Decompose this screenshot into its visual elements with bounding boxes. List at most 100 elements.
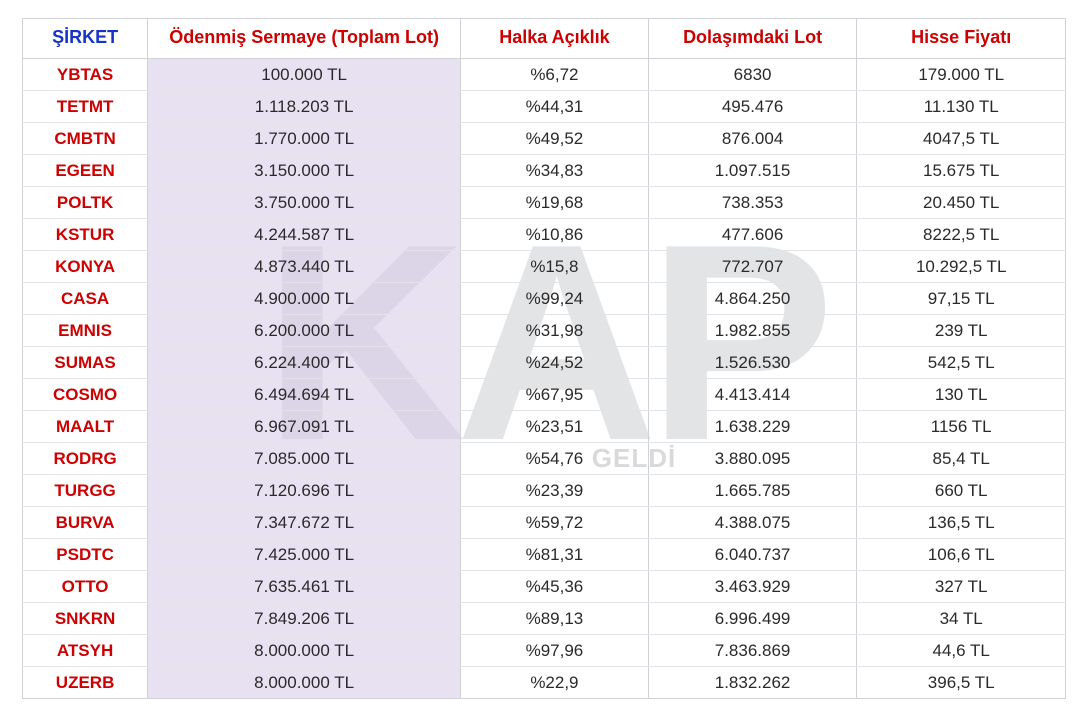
header-row: ŞİRKET Ödenmiş Sermaye (Toplam Lot) Halk… — [23, 19, 1066, 59]
cell-sermaye: 6.967.091 TL — [148, 411, 461, 443]
table-row: POLTK3.750.000 TL%19,68738.35320.450 TL — [23, 187, 1066, 219]
table-row: CASA4.900.000 TL%99,244.864.25097,15 TL — [23, 283, 1066, 315]
cell-sermaye: 7.635.461 TL — [148, 571, 461, 603]
cell-dolasim: 1.665.785 — [648, 475, 857, 507]
cell-aciklik: %44,31 — [461, 91, 649, 123]
cell-fiyat: 44,6 TL — [857, 635, 1066, 667]
cell-fiyat: 4047,5 TL — [857, 123, 1066, 155]
cell-fiyat: 97,15 TL — [857, 283, 1066, 315]
cell-sermaye: 8.000.000 TL — [148, 667, 461, 699]
cell-aciklik: %49,52 — [461, 123, 649, 155]
cell-sermaye: 7.425.000 TL — [148, 539, 461, 571]
cell-fiyat: 660 TL — [857, 475, 1066, 507]
cell-sermaye: 3.150.000 TL — [148, 155, 461, 187]
cell-dolasim: 1.526.530 — [648, 347, 857, 379]
cell-sermaye: 1.770.000 TL — [148, 123, 461, 155]
cell-ticker: ATSYH — [23, 635, 148, 667]
table-row: TETMT1.118.203 TL%44,31495.47611.130 TL — [23, 91, 1066, 123]
cell-fiyat: 10.292,5 TL — [857, 251, 1066, 283]
table-header: ŞİRKET Ödenmiş Sermaye (Toplam Lot) Halk… — [23, 19, 1066, 59]
cell-sermaye: 4.900.000 TL — [148, 283, 461, 315]
cell-sermaye: 4.244.587 TL — [148, 219, 461, 251]
cell-ticker: RODRG — [23, 443, 148, 475]
cell-sermaye: 6.200.000 TL — [148, 315, 461, 347]
cell-fiyat: 85,4 TL — [857, 443, 1066, 475]
cell-dolasim: 6.040.737 — [648, 539, 857, 571]
table-row: KSTUR4.244.587 TL%10,86477.6068222,5 TL — [23, 219, 1066, 251]
header-sermaye: Ödenmiş Sermaye (Toplam Lot) — [148, 19, 461, 59]
header-dolasim: Dolaşımdaki Lot — [648, 19, 857, 59]
cell-dolasim: 3.880.095 — [648, 443, 857, 475]
cell-aciklik: %19,68 — [461, 187, 649, 219]
table-row: KONYA4.873.440 TL%15,8772.70710.292,5 TL — [23, 251, 1066, 283]
cell-ticker: CASA — [23, 283, 148, 315]
cell-fiyat: 542,5 TL — [857, 347, 1066, 379]
cell-ticker: TETMT — [23, 91, 148, 123]
cell-fiyat: 327 TL — [857, 571, 1066, 603]
cell-ticker: OTTO — [23, 571, 148, 603]
cell-aciklik: %45,36 — [461, 571, 649, 603]
cell-aciklik: %81,31 — [461, 539, 649, 571]
cell-fiyat: 11.130 TL — [857, 91, 1066, 123]
cell-ticker: EGEEN — [23, 155, 148, 187]
cell-aciklik: %99,24 — [461, 283, 649, 315]
cell-dolasim: 4.864.250 — [648, 283, 857, 315]
cell-ticker: SUMAS — [23, 347, 148, 379]
cell-sermaye: 4.873.440 TL — [148, 251, 461, 283]
cell-sermaye: 6.494.694 TL — [148, 379, 461, 411]
cell-sermaye: 7.347.672 TL — [148, 507, 461, 539]
cell-ticker: BURVA — [23, 507, 148, 539]
cell-ticker: SNKRN — [23, 603, 148, 635]
cell-fiyat: 239 TL — [857, 315, 1066, 347]
table-row: PSDTC7.425.000 TL%81,316.040.737106,6 TL — [23, 539, 1066, 571]
cell-fiyat: 179.000 TL — [857, 59, 1066, 91]
cell-fiyat: 396,5 TL — [857, 667, 1066, 699]
cell-ticker: KONYA — [23, 251, 148, 283]
header-aciklik: Halka Açıklık — [461, 19, 649, 59]
cell-sermaye: 7.849.206 TL — [148, 603, 461, 635]
cell-ticker: POLTK — [23, 187, 148, 219]
cell-sermaye: 1.118.203 TL — [148, 91, 461, 123]
table-row: MAALT6.967.091 TL%23,511.638.2291156 TL — [23, 411, 1066, 443]
cell-ticker: YBTAS — [23, 59, 148, 91]
cell-dolasim: 6830 — [648, 59, 857, 91]
cell-dolasim: 876.004 — [648, 123, 857, 155]
stock-table: ŞİRKET Ödenmiş Sermaye (Toplam Lot) Halk… — [22, 18, 1066, 699]
table-body: YBTAS100.000 TL%6,726830179.000 TLTETMT1… — [23, 59, 1066, 699]
cell-aciklik: %15,8 — [461, 251, 649, 283]
cell-sermaye: 6.224.400 TL — [148, 347, 461, 379]
cell-dolasim: 772.707 — [648, 251, 857, 283]
cell-fiyat: 130 TL — [857, 379, 1066, 411]
header-sirket: ŞİRKET — [23, 19, 148, 59]
table-row: EMNIS6.200.000 TL%31,981.982.855239 TL — [23, 315, 1066, 347]
page: KAP GELDİ ŞİRKET Ödenmiş Sermaye (Toplam… — [0, 0, 1088, 704]
cell-aciklik: %31,98 — [461, 315, 649, 347]
header-fiyat: Hisse Fiyatı — [857, 19, 1066, 59]
cell-fiyat: 106,6 TL — [857, 539, 1066, 571]
cell-aciklik: %23,51 — [461, 411, 649, 443]
table-row: CMBTN1.770.000 TL%49,52876.0044047,5 TL — [23, 123, 1066, 155]
table-row: COSMO6.494.694 TL%67,954.413.414130 TL — [23, 379, 1066, 411]
cell-sermaye: 7.120.696 TL — [148, 475, 461, 507]
cell-ticker: UZERB — [23, 667, 148, 699]
cell-dolasim: 1.097.515 — [648, 155, 857, 187]
cell-aciklik: %97,96 — [461, 635, 649, 667]
table-row: ATSYH8.000.000 TL%97,967.836.86944,6 TL — [23, 635, 1066, 667]
cell-ticker: CMBTN — [23, 123, 148, 155]
cell-dolasim: 4.388.075 — [648, 507, 857, 539]
cell-dolasim: 1.832.262 — [648, 667, 857, 699]
cell-fiyat: 20.450 TL — [857, 187, 1066, 219]
cell-ticker: EMNIS — [23, 315, 148, 347]
cell-dolasim: 4.413.414 — [648, 379, 857, 411]
cell-sermaye: 8.000.000 TL — [148, 635, 461, 667]
table-row: TURGG7.120.696 TL%23,391.665.785660 TL — [23, 475, 1066, 507]
cell-aciklik: %54,76 — [461, 443, 649, 475]
cell-aciklik: %6,72 — [461, 59, 649, 91]
cell-ticker: TURGG — [23, 475, 148, 507]
cell-aciklik: %22,9 — [461, 667, 649, 699]
table-row: EGEEN3.150.000 TL%34,831.097.51515.675 T… — [23, 155, 1066, 187]
cell-sermaye: 100.000 TL — [148, 59, 461, 91]
cell-dolasim: 738.353 — [648, 187, 857, 219]
cell-aciklik: %10,86 — [461, 219, 649, 251]
table-row: SNKRN7.849.206 TL%89,136.996.49934 TL — [23, 603, 1066, 635]
